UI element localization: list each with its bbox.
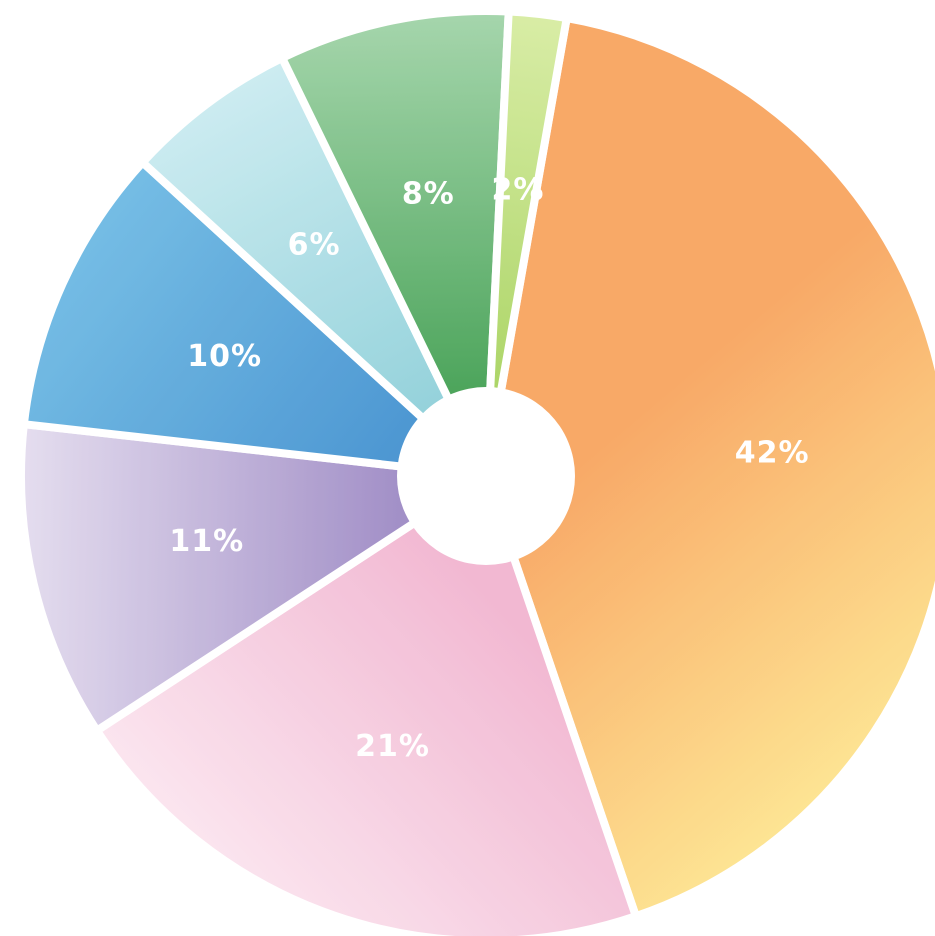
slice-label-purple: 11% — [169, 524, 244, 559]
slice-label-light-green: 2% — [492, 172, 545, 207]
slice-label-blue: 10% — [187, 339, 262, 374]
slice-orange — [482, 14, 935, 921]
slice-blue — [19, 158, 490, 480]
slice-green — [278, 7, 513, 480]
slice-light-blue — [138, 54, 490, 480]
donut-hole — [397, 387, 575, 565]
slice-label-green: 8% — [402, 176, 455, 211]
slice-light-green — [482, 7, 571, 480]
slices-layer — [17, 7, 935, 936]
slice-label-light-blue: 6% — [288, 228, 341, 263]
slice-label-pink: 21% — [355, 729, 430, 764]
slice-pink — [92, 472, 640, 936]
slice-label-orange: 42% — [735, 435, 810, 470]
labels-layer: 42% 21% 11% 10% 6% 8% 2% — [169, 172, 810, 764]
slice-purple — [17, 420, 490, 735]
